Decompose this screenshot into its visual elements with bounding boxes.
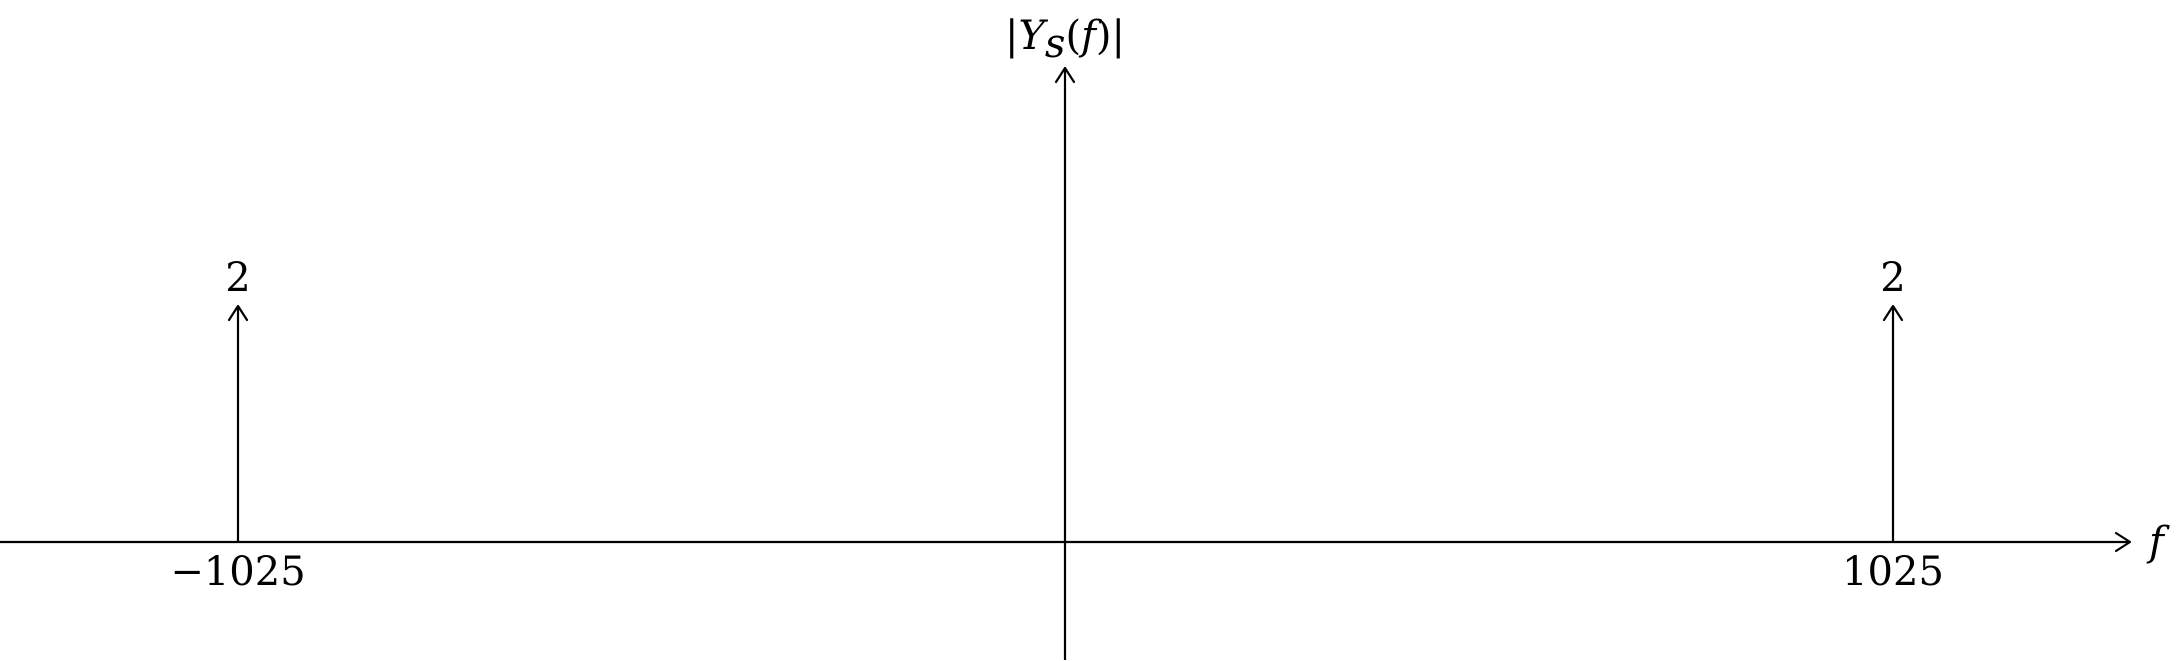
impulse-right-frequency-label: 1025: [1842, 549, 1944, 595]
impulse-right-arrowhead: [1882, 304, 1904, 322]
impulse-left-frequency-label: −1025: [170, 549, 305, 595]
x-axis-arrowhead: [2114, 531, 2132, 553]
y-axis-label: |Ys(f)|: [1005, 13, 1125, 67]
impulse-right-amplitude-label: 2: [1880, 255, 1905, 301]
impulse-left-amplitude-label: 2: [225, 255, 250, 301]
x-axis-label: f: [2146, 519, 2170, 565]
impulse-left-arrowhead: [227, 304, 249, 322]
y-axis-arrowhead: [1054, 66, 1076, 84]
